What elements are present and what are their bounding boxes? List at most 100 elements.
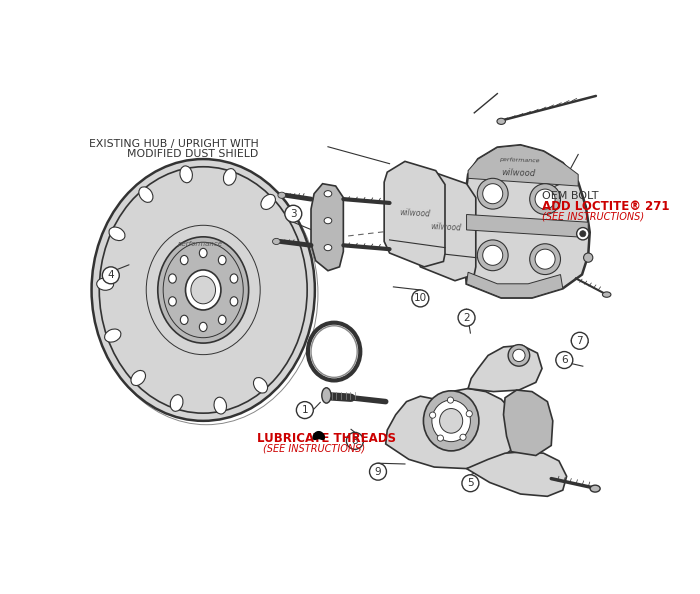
- Polygon shape: [416, 173, 476, 281]
- Ellipse shape: [424, 391, 479, 451]
- Ellipse shape: [199, 248, 207, 258]
- Text: performance: performance: [498, 157, 539, 164]
- Ellipse shape: [139, 187, 153, 203]
- Polygon shape: [386, 388, 519, 469]
- Ellipse shape: [169, 274, 176, 283]
- Ellipse shape: [230, 297, 238, 306]
- Circle shape: [462, 475, 479, 492]
- Circle shape: [477, 240, 508, 271]
- Text: 7: 7: [576, 336, 583, 346]
- Ellipse shape: [109, 227, 125, 241]
- Text: EXISTING HUB / UPRIGHT WITH: EXISTING HUB / UPRIGHT WITH: [89, 140, 258, 150]
- Ellipse shape: [214, 397, 227, 414]
- Polygon shape: [384, 162, 445, 267]
- Ellipse shape: [218, 255, 226, 265]
- Text: 2: 2: [463, 312, 470, 323]
- Ellipse shape: [169, 297, 176, 306]
- Ellipse shape: [218, 315, 226, 324]
- Polygon shape: [466, 451, 567, 497]
- Ellipse shape: [440, 409, 463, 433]
- Text: 5: 5: [467, 478, 474, 488]
- Ellipse shape: [272, 238, 280, 245]
- Circle shape: [483, 245, 503, 266]
- Circle shape: [571, 332, 588, 349]
- Ellipse shape: [131, 371, 146, 386]
- Text: LUBRICATE THREADS: LUBRICATE THREADS: [257, 432, 396, 445]
- Circle shape: [577, 228, 589, 240]
- Circle shape: [530, 184, 561, 214]
- Polygon shape: [466, 214, 588, 238]
- Circle shape: [477, 178, 508, 209]
- Ellipse shape: [199, 323, 207, 331]
- Ellipse shape: [158, 237, 248, 343]
- Circle shape: [466, 410, 473, 417]
- Text: wilwood: wilwood: [502, 168, 536, 178]
- Circle shape: [430, 412, 435, 418]
- Text: (SEE INSTRUCTIONS): (SEE INSTRUCTIONS): [263, 444, 365, 454]
- Circle shape: [535, 189, 555, 209]
- Polygon shape: [466, 272, 563, 298]
- Circle shape: [346, 432, 363, 449]
- Circle shape: [513, 349, 525, 362]
- Ellipse shape: [170, 394, 183, 411]
- Text: performance: performance: [177, 241, 222, 247]
- Ellipse shape: [253, 378, 267, 393]
- Ellipse shape: [223, 169, 236, 185]
- Ellipse shape: [181, 255, 188, 265]
- Text: ADD LOCTITE® 271: ADD LOCTITE® 271: [542, 200, 669, 213]
- Ellipse shape: [432, 400, 470, 442]
- Text: MODIFIED DUST SHIELD: MODIFIED DUST SHIELD: [127, 150, 258, 159]
- Text: 4: 4: [108, 270, 114, 280]
- Circle shape: [556, 352, 573, 368]
- Ellipse shape: [180, 166, 193, 183]
- Circle shape: [102, 267, 119, 284]
- Ellipse shape: [324, 217, 332, 224]
- Polygon shape: [468, 145, 578, 186]
- Ellipse shape: [186, 270, 221, 310]
- Ellipse shape: [181, 315, 188, 324]
- Text: 1: 1: [302, 405, 308, 415]
- Polygon shape: [468, 345, 542, 391]
- Ellipse shape: [324, 245, 332, 251]
- Text: 6: 6: [561, 355, 568, 365]
- Text: wilwood: wilwood: [399, 208, 430, 218]
- Circle shape: [447, 397, 454, 403]
- Text: 8: 8: [351, 436, 358, 446]
- Circle shape: [530, 244, 561, 274]
- Circle shape: [508, 345, 530, 366]
- Ellipse shape: [497, 118, 505, 124]
- Polygon shape: [503, 390, 553, 456]
- Text: 9: 9: [374, 467, 382, 476]
- Ellipse shape: [163, 242, 244, 338]
- Ellipse shape: [261, 194, 275, 210]
- Circle shape: [412, 290, 429, 307]
- Ellipse shape: [324, 191, 332, 197]
- Text: OEM BOLT: OEM BOLT: [542, 191, 598, 201]
- Text: wilwood: wilwood: [430, 222, 461, 232]
- Ellipse shape: [278, 192, 286, 198]
- Circle shape: [370, 463, 386, 480]
- Ellipse shape: [322, 388, 331, 403]
- Polygon shape: [463, 145, 589, 298]
- Text: 10: 10: [414, 293, 427, 304]
- Ellipse shape: [104, 329, 121, 342]
- Ellipse shape: [97, 278, 113, 290]
- Ellipse shape: [590, 485, 600, 492]
- Text: (SEE INSTRUCTIONS): (SEE INSTRUCTIONS): [542, 211, 644, 221]
- Text: 3: 3: [290, 208, 297, 219]
- Circle shape: [458, 309, 475, 326]
- Ellipse shape: [191, 276, 216, 304]
- Ellipse shape: [603, 292, 611, 297]
- Polygon shape: [311, 184, 344, 271]
- Circle shape: [580, 230, 586, 237]
- Circle shape: [483, 184, 503, 204]
- Ellipse shape: [99, 167, 307, 413]
- Circle shape: [438, 435, 444, 441]
- Circle shape: [460, 434, 466, 440]
- Circle shape: [296, 402, 314, 419]
- Polygon shape: [313, 432, 324, 440]
- Circle shape: [285, 206, 302, 222]
- Ellipse shape: [92, 159, 315, 421]
- Circle shape: [584, 253, 593, 262]
- Ellipse shape: [230, 274, 238, 283]
